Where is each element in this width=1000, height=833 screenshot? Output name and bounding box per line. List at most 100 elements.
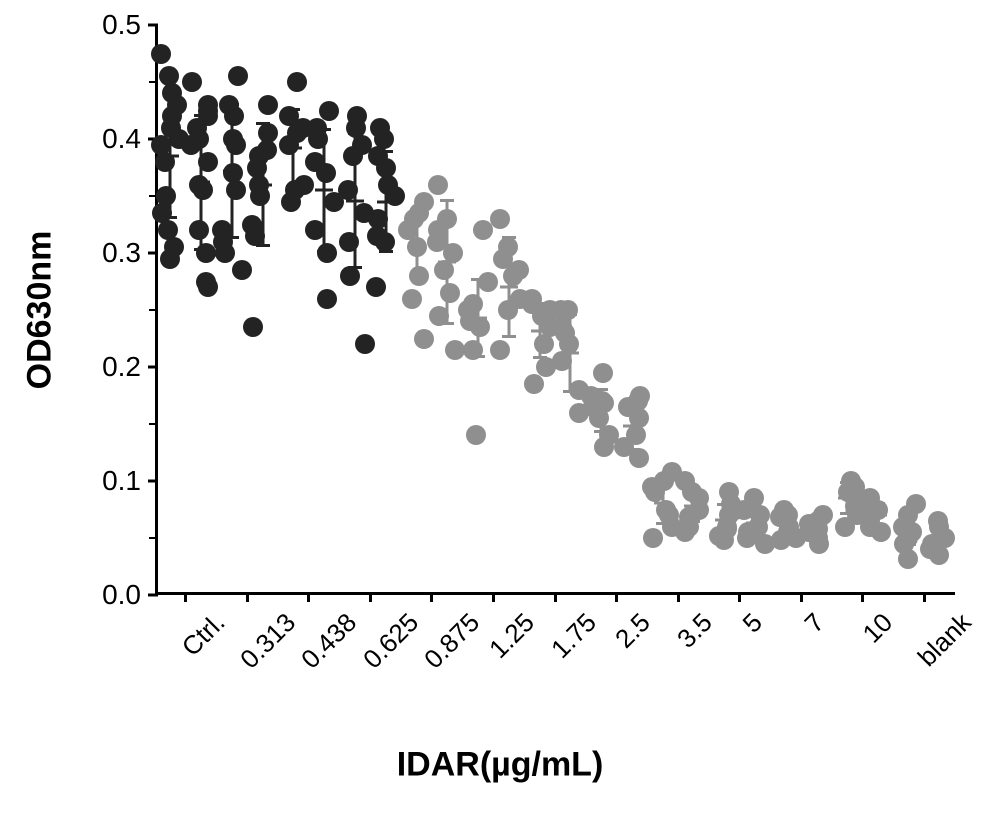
y-axis-minor-tick [149,537,155,539]
data-point [808,519,828,539]
y-tick-mark [148,594,158,597]
data-point [368,209,388,229]
data-point [258,95,278,115]
x-tick-mark [923,592,926,602]
data-point [734,500,754,520]
data-point [679,507,699,527]
data-point [434,260,454,280]
data-point [581,386,601,406]
data-point [428,175,448,195]
x-tick-label: 0.875 [418,607,486,675]
data-point [682,482,702,502]
x-tick-label: 1.25 [483,607,541,665]
data-point [159,66,179,86]
data-point [770,507,790,527]
data-point [589,408,609,428]
chart-container: OD630nm IDAR(µg/mL) 0.00.10.20.30.40.5Ct… [0,0,1000,833]
x-tick-label: 3.5 [671,607,718,654]
data-point [151,135,171,155]
data-point [319,101,339,121]
data-point [346,118,366,138]
data-point [440,283,460,303]
y-axis-minor-tick [149,81,155,83]
data-point [935,528,955,548]
data-point [193,180,213,200]
data-point [343,146,363,166]
data-point [385,186,405,206]
data-point [463,294,483,314]
x-tick-mark [861,592,864,602]
y-tick-label: 0.2 [102,351,141,383]
data-point [643,528,663,548]
data-point [338,180,358,200]
data-point [316,163,336,183]
data-point [861,505,881,525]
x-tick-mark [369,592,372,602]
data-point [232,260,252,280]
x-tick-label: 1.75 [545,607,603,665]
data-point [404,209,424,229]
y-tick-label: 0.5 [102,9,141,41]
data-point [182,72,202,92]
x-tick-mark [800,592,803,602]
data-point [189,220,209,240]
data-point [407,237,427,257]
data-point [226,135,246,155]
data-point [414,329,434,349]
data-point [898,549,918,569]
y-tick-mark [148,252,158,255]
data-point [366,277,386,297]
data-point [181,135,201,155]
y-tick-label: 0.4 [102,123,141,155]
data-point [898,528,918,548]
y-tick-label: 0.1 [102,465,141,497]
x-tick-mark [554,592,557,602]
data-point [490,209,510,229]
data-point [498,300,518,320]
data-point [375,232,395,252]
x-tick-mark [615,592,618,602]
data-point [242,215,262,235]
data-point [287,123,307,143]
x-tick-label: 7 [798,607,830,639]
data-point [155,152,175,172]
data-point [429,306,449,326]
x-tick-mark [738,592,741,602]
data-point [473,220,493,240]
data-point [339,232,359,252]
y-tick-label: 0.0 [102,579,141,611]
data-point [167,95,187,115]
data-point [164,237,184,257]
x-tick-label: 10 [857,607,899,649]
x-tick-label: 0.313 [234,607,302,675]
data-point [551,300,571,320]
x-tick-label: blank [911,607,977,673]
data-point [522,294,542,314]
data-point [402,289,422,309]
x-tick-label: Ctrl. [176,607,232,663]
data-point [305,220,325,240]
data-point [198,277,218,297]
data-point [409,266,429,286]
y-tick-mark [148,480,158,483]
data-point [198,152,218,172]
y-tick-mark [148,366,158,369]
y-axis-minor-tick [149,195,155,197]
data-point [503,266,523,286]
y-axis-minor-tick [149,309,155,311]
x-tick-mark [492,592,495,602]
data-point [198,101,218,121]
data-point [287,72,307,92]
data-point [428,220,448,240]
y-axis-label: OD630nm [21,231,60,390]
data-point [463,340,483,360]
data-point [630,386,650,406]
x-tick-mark [307,592,310,602]
data-point [493,249,513,269]
data-point [294,175,314,195]
x-axis-label: IDAR(µg/mL) [0,746,1000,785]
data-point [156,186,176,206]
data-point [368,146,388,166]
data-point [215,243,235,263]
data-point [249,175,269,195]
